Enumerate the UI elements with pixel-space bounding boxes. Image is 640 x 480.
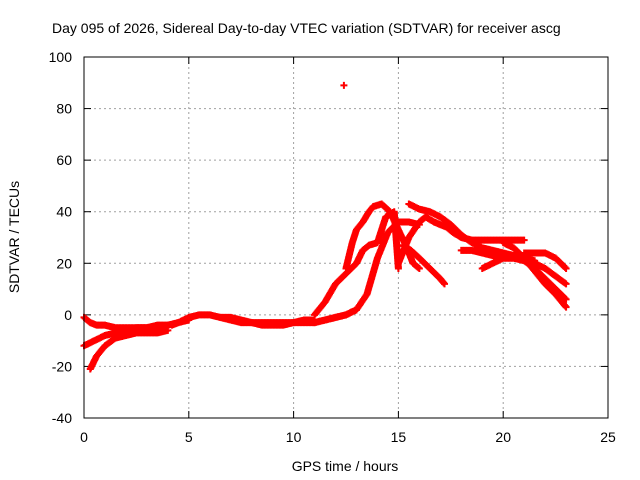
y-tick-label: 60 — [56, 152, 72, 168]
series-track-8 — [311, 218, 423, 327]
y-axis-label: SDTVAR / TECUs — [6, 181, 22, 293]
x-tick-label: 0 — [80, 429, 88, 445]
series-track-15 — [520, 249, 570, 272]
y-tick-label: 80 — [56, 101, 72, 117]
plot-frame — [83, 56, 609, 419]
axis-ticks — [83, 56, 609, 419]
tick-labels: 0 5 10 15 20 25 -40 -20 0 20 40 60 80 100 — [49, 49, 616, 445]
series-track-11 — [399, 241, 449, 288]
y-tick-label: 40 — [56, 204, 72, 220]
data-point — [164, 326, 172, 334]
series-track-14 — [499, 239, 570, 311]
data-point — [562, 280, 570, 288]
x-tick-label: 25 — [600, 429, 616, 445]
grid-lines — [84, 57, 608, 418]
data-point — [415, 264, 423, 272]
y-tick-label: -40 — [52, 410, 72, 426]
x-tick-label: 10 — [286, 429, 302, 445]
data-points — [80, 81, 570, 373]
data-point — [562, 295, 570, 303]
data-point — [562, 303, 570, 311]
chart-title: Day 095 of 2026, Sidereal Day-to-day VTE… — [52, 20, 561, 36]
data-point — [562, 264, 570, 272]
data-point — [561, 263, 569, 271]
x-tick-label: 15 — [391, 429, 407, 445]
x-axis-label: GPS time / hours — [292, 458, 399, 474]
series-track-3 — [86, 326, 172, 373]
x-tick-label: 5 — [185, 429, 193, 445]
data-point — [441, 280, 449, 288]
y-tick-label: 100 — [49, 49, 73, 65]
y-tick-label: 0 — [64, 307, 72, 323]
series-outlier — [340, 81, 348, 89]
y-tick-label: -20 — [52, 358, 72, 374]
data-point — [520, 236, 528, 244]
x-tick-label: 20 — [495, 429, 511, 445]
data-point — [340, 81, 348, 89]
series-track-7 — [342, 200, 423, 272]
y-tick-label: 20 — [56, 255, 72, 271]
